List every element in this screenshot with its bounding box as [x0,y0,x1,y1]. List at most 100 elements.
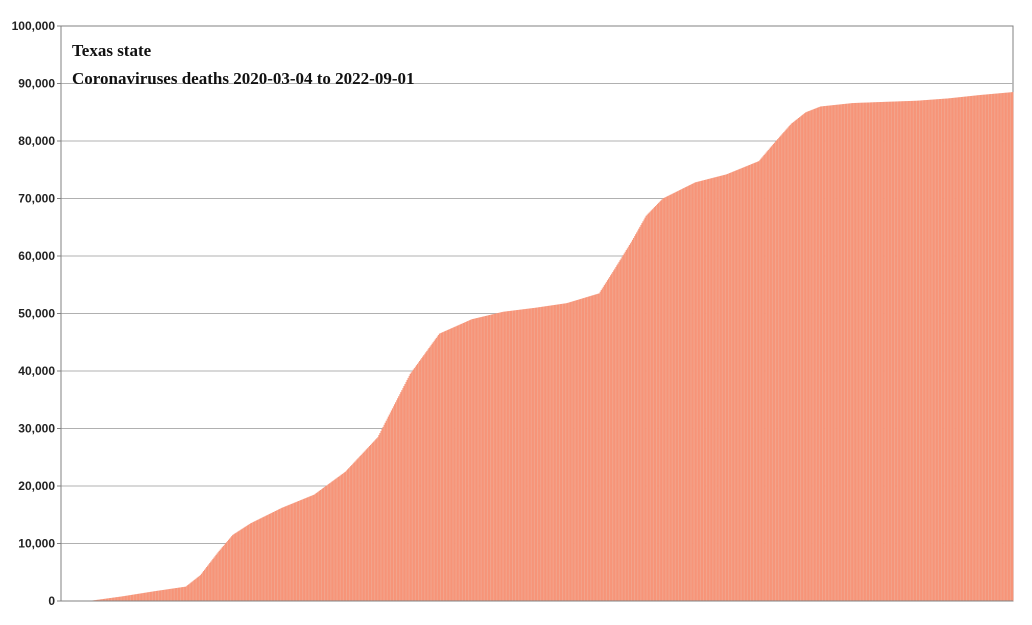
bar [492,314,494,601]
bar [488,315,491,601]
bar [537,307,539,601]
bar [843,103,846,601]
bar [232,534,234,602]
bar [230,537,232,601]
bar [202,571,205,601]
bar [212,558,214,601]
bar [191,581,193,601]
bar [540,306,542,601]
bar [735,170,737,601]
bar [722,175,725,601]
bar [572,301,574,601]
bar [883,101,885,602]
bar [638,228,640,601]
bar [311,495,313,601]
bar [498,312,500,601]
bar [844,103,847,601]
bar [410,372,413,601]
bar [582,298,585,601]
bar [734,170,736,601]
bar [970,96,972,601]
bar [581,298,584,601]
bar [504,311,507,601]
bar [365,449,368,601]
bar [375,439,377,601]
bar [174,588,177,601]
bar [709,178,711,601]
bar [389,412,392,601]
bar [482,316,485,601]
bar [563,303,565,601]
bar [302,499,304,601]
bar [663,197,665,602]
bar [412,369,415,601]
bar [654,206,657,602]
bar [920,100,922,601]
bar [974,95,976,601]
bar [933,99,936,601]
bar [604,283,607,601]
bar [388,414,391,601]
bar [137,593,139,601]
bar [964,96,967,601]
bar [797,118,800,601]
bar [461,323,464,601]
bar [914,100,917,601]
bar [781,134,783,601]
bar [153,591,156,601]
bar [407,377,409,601]
bar [501,312,503,601]
bar [393,404,396,601]
bar [678,190,681,601]
bar [1005,92,1008,602]
bar [770,146,773,601]
bar [184,586,186,601]
bar [956,97,959,601]
bar [820,106,823,601]
bar [267,514,270,601]
bar [493,314,495,601]
bar [702,180,705,601]
bar [113,597,115,601]
bar [650,210,653,602]
bar [1008,92,1011,602]
chart-title: Texas state [72,41,152,60]
bar [1007,92,1010,601]
bar [426,350,428,602]
bar [282,507,284,601]
bar [778,137,780,601]
bar [713,177,715,601]
bar [474,318,476,601]
bar [507,311,510,601]
bar [931,99,933,601]
bar [323,487,325,601]
bar [226,541,229,601]
bar [252,522,254,601]
bar [764,153,766,602]
bar [938,99,941,601]
bar [855,102,857,601]
bar [596,294,598,601]
bar [664,197,666,601]
bar [587,296,589,601]
bar [444,331,446,601]
bar [787,127,789,602]
bar [854,102,856,601]
bar [955,97,957,601]
bar [308,496,310,601]
bar [178,587,181,601]
bar [555,304,558,601]
bar [585,297,587,601]
bar [328,483,330,601]
bar [300,500,302,601]
bar [834,104,836,601]
bar [199,575,202,602]
bar [592,295,594,601]
bar [551,305,553,601]
bar [827,105,829,601]
bar [173,588,176,601]
bar [856,102,858,602]
bar [142,593,144,601]
bar [325,486,327,601]
bar [903,101,905,601]
